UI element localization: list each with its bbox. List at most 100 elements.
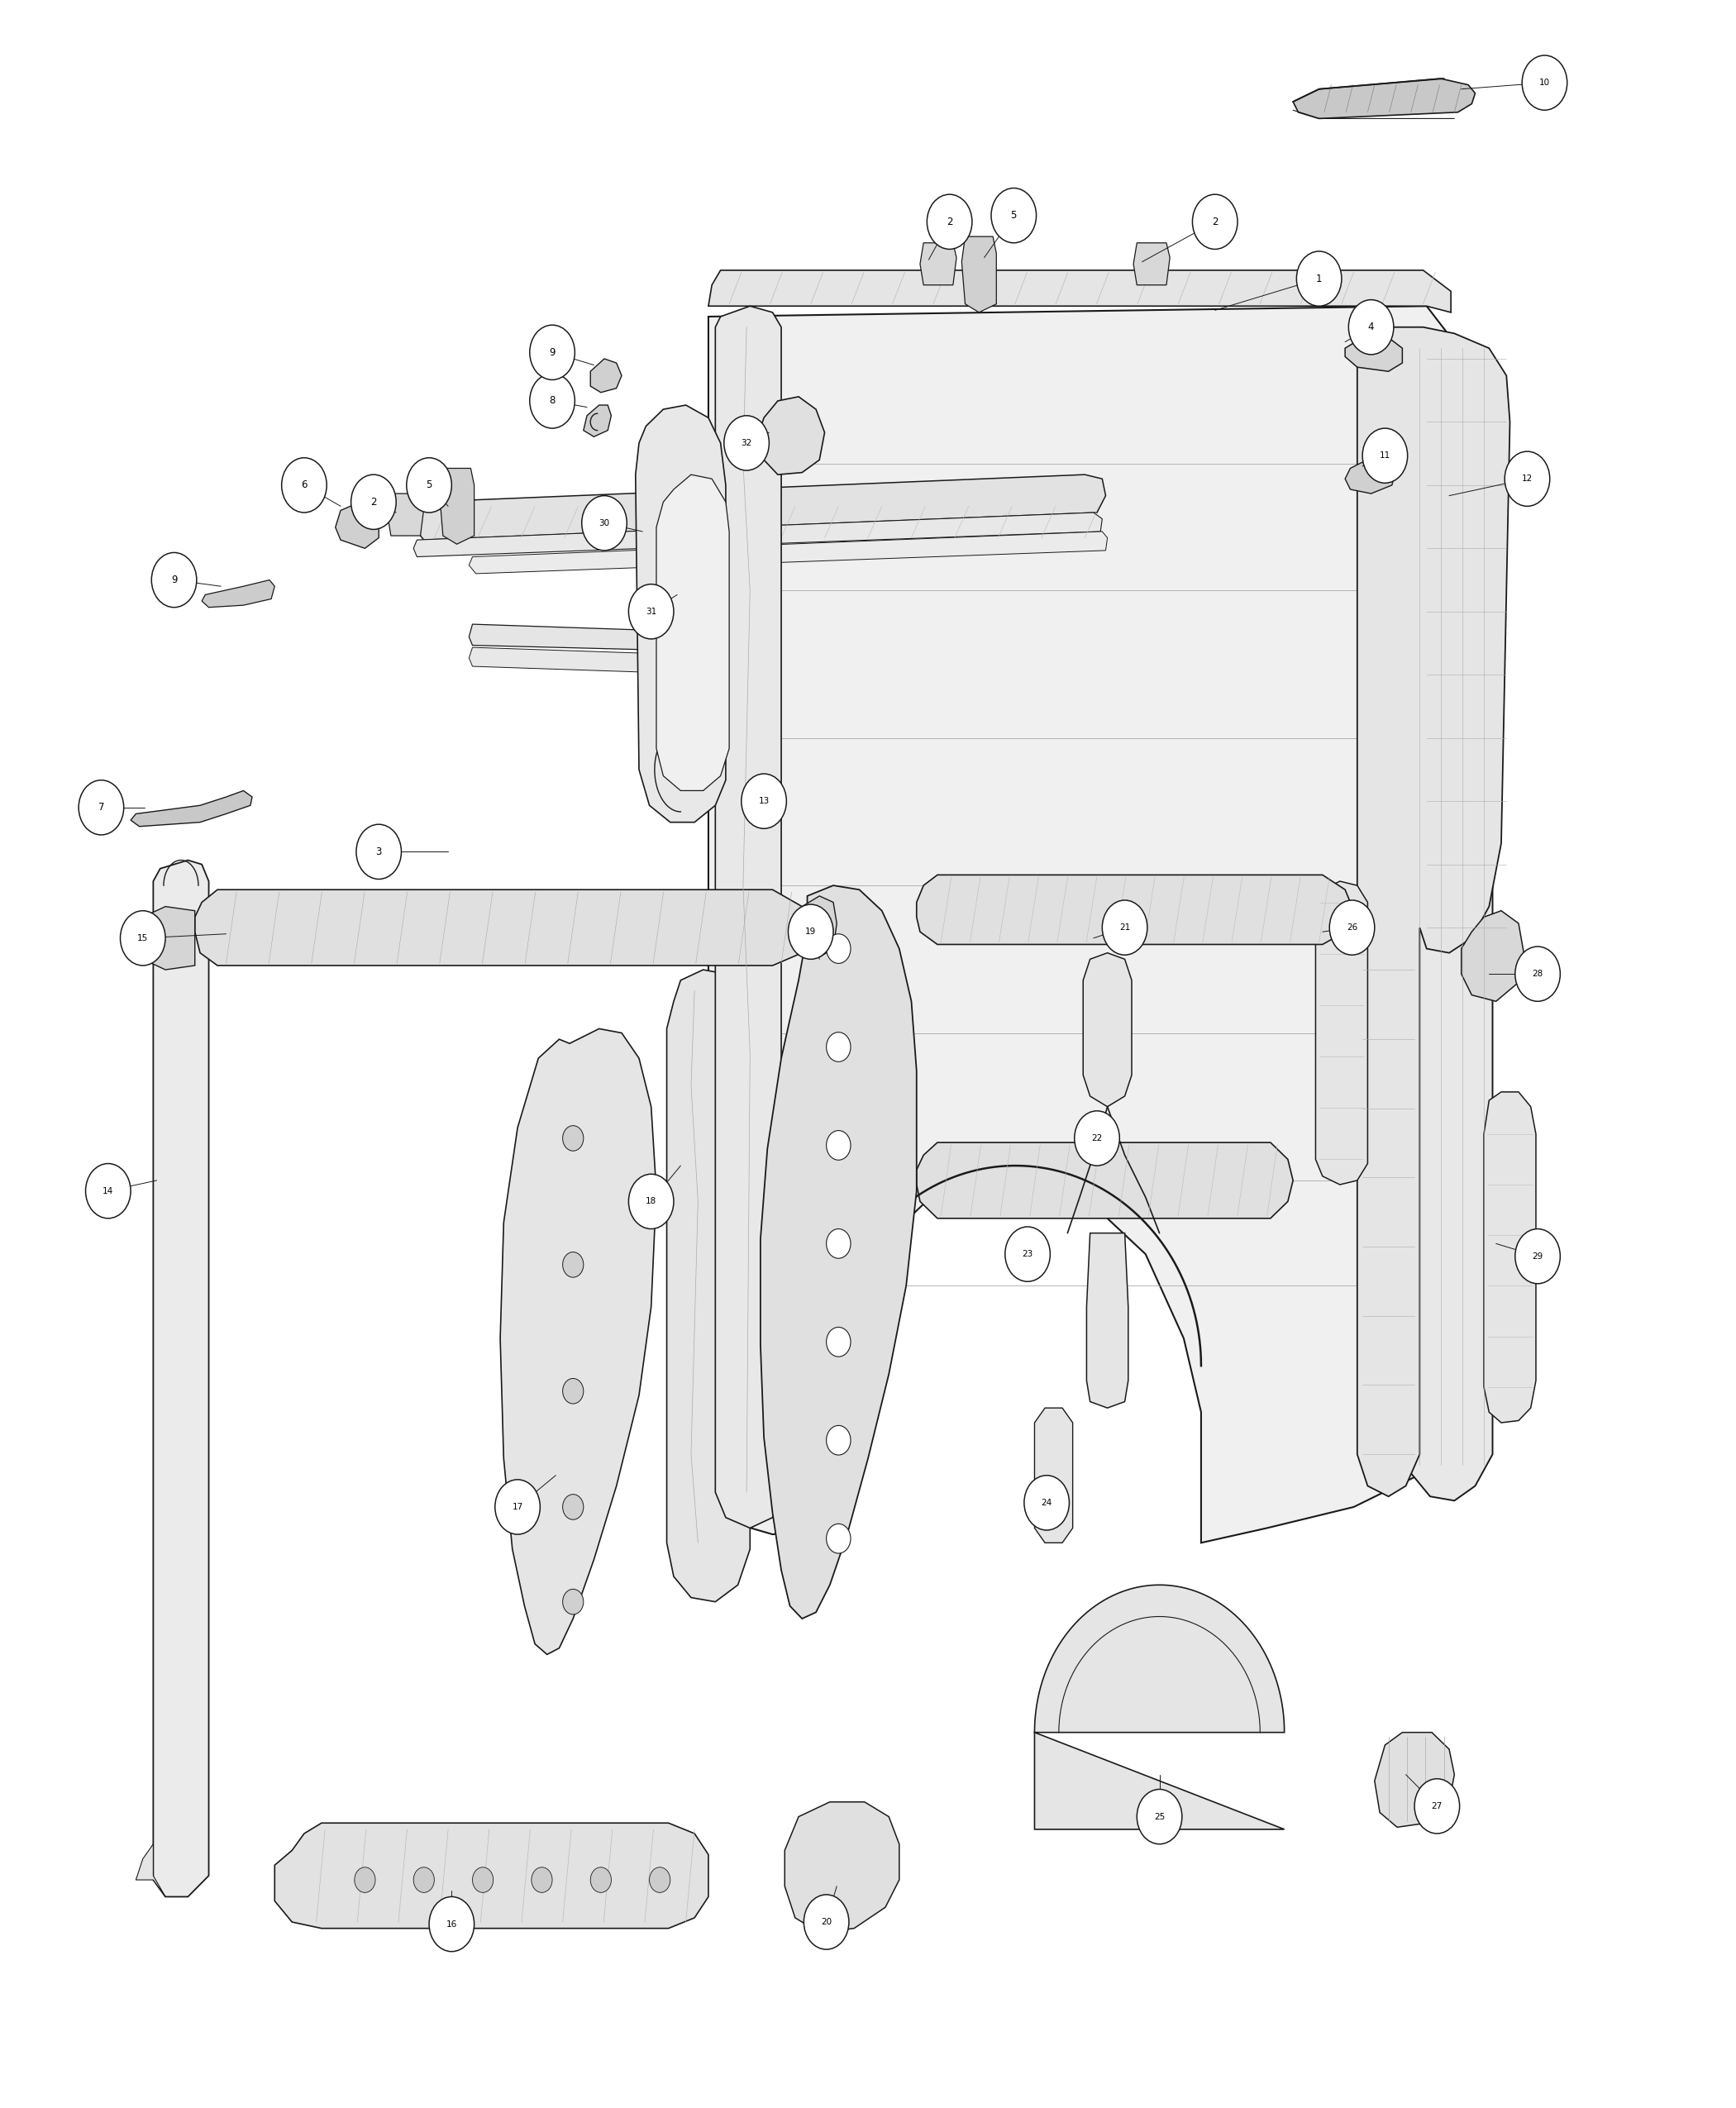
Polygon shape bbox=[583, 405, 611, 436]
Text: 23: 23 bbox=[1023, 1250, 1033, 1258]
Polygon shape bbox=[802, 896, 837, 957]
Polygon shape bbox=[757, 396, 825, 474]
Polygon shape bbox=[1484, 1092, 1536, 1423]
Text: 16: 16 bbox=[446, 1920, 457, 1929]
Text: 11: 11 bbox=[1380, 451, 1391, 460]
Circle shape bbox=[562, 1379, 583, 1404]
Circle shape bbox=[1516, 1229, 1561, 1284]
Polygon shape bbox=[469, 647, 726, 675]
Polygon shape bbox=[920, 242, 957, 285]
Text: 31: 31 bbox=[646, 607, 656, 616]
Polygon shape bbox=[1375, 1733, 1455, 1828]
Circle shape bbox=[649, 1868, 670, 1893]
Polygon shape bbox=[667, 970, 750, 1602]
Circle shape bbox=[529, 325, 575, 379]
Text: 14: 14 bbox=[102, 1187, 113, 1195]
Text: 13: 13 bbox=[759, 797, 769, 805]
Circle shape bbox=[1297, 251, 1342, 306]
Polygon shape bbox=[194, 890, 812, 965]
Circle shape bbox=[429, 1897, 474, 1952]
Text: 5: 5 bbox=[1010, 211, 1017, 221]
Circle shape bbox=[826, 1130, 851, 1159]
Text: 9: 9 bbox=[549, 348, 556, 358]
Text: 12: 12 bbox=[1522, 474, 1533, 483]
Polygon shape bbox=[439, 468, 474, 544]
Text: 29: 29 bbox=[1533, 1252, 1543, 1261]
Polygon shape bbox=[1083, 953, 1132, 1107]
Circle shape bbox=[991, 188, 1036, 242]
Text: 8: 8 bbox=[549, 396, 556, 407]
Text: 17: 17 bbox=[512, 1503, 523, 1511]
Polygon shape bbox=[708, 270, 1451, 312]
Circle shape bbox=[582, 495, 627, 550]
Text: 7: 7 bbox=[99, 803, 104, 814]
Polygon shape bbox=[1035, 1408, 1073, 1543]
Polygon shape bbox=[917, 1143, 1293, 1218]
Circle shape bbox=[1516, 946, 1561, 1001]
Polygon shape bbox=[153, 860, 208, 1897]
Circle shape bbox=[1415, 1779, 1460, 1834]
Circle shape bbox=[562, 1495, 583, 1520]
Polygon shape bbox=[1345, 337, 1403, 371]
Text: 24: 24 bbox=[1042, 1499, 1052, 1507]
Circle shape bbox=[562, 1126, 583, 1151]
Text: 19: 19 bbox=[806, 928, 816, 936]
Circle shape bbox=[826, 1328, 851, 1358]
Polygon shape bbox=[1087, 1233, 1128, 1408]
Text: 2: 2 bbox=[370, 497, 377, 508]
Circle shape bbox=[1505, 451, 1550, 506]
Circle shape bbox=[406, 457, 451, 512]
Text: 15: 15 bbox=[137, 934, 148, 942]
Text: 20: 20 bbox=[821, 1918, 832, 1927]
Polygon shape bbox=[335, 500, 378, 548]
Circle shape bbox=[628, 584, 674, 639]
Text: 9: 9 bbox=[170, 575, 177, 586]
Circle shape bbox=[804, 1895, 849, 1950]
Polygon shape bbox=[130, 906, 194, 970]
Circle shape bbox=[826, 1524, 851, 1554]
Text: 6: 6 bbox=[300, 481, 307, 491]
Circle shape bbox=[826, 1425, 851, 1455]
Text: 18: 18 bbox=[646, 1197, 656, 1206]
Text: 32: 32 bbox=[741, 438, 752, 447]
Circle shape bbox=[472, 1868, 493, 1893]
Circle shape bbox=[927, 194, 972, 249]
Circle shape bbox=[562, 1252, 583, 1277]
Text: 2: 2 bbox=[946, 217, 953, 228]
Circle shape bbox=[85, 1164, 130, 1218]
Circle shape bbox=[354, 1868, 375, 1893]
Polygon shape bbox=[135, 1844, 165, 1897]
Text: 4: 4 bbox=[1368, 323, 1375, 333]
Text: 5: 5 bbox=[425, 481, 432, 491]
Circle shape bbox=[120, 911, 165, 965]
Circle shape bbox=[826, 1229, 851, 1258]
Polygon shape bbox=[500, 1029, 656, 1655]
Text: 22: 22 bbox=[1092, 1134, 1102, 1143]
Text: 28: 28 bbox=[1533, 970, 1543, 978]
Circle shape bbox=[529, 373, 575, 428]
Polygon shape bbox=[1462, 911, 1524, 1001]
Circle shape bbox=[1363, 428, 1408, 483]
Polygon shape bbox=[469, 531, 1108, 573]
Circle shape bbox=[356, 824, 401, 879]
Polygon shape bbox=[656, 474, 729, 790]
Circle shape bbox=[281, 457, 326, 512]
Circle shape bbox=[826, 934, 851, 963]
Polygon shape bbox=[760, 885, 917, 1619]
Polygon shape bbox=[1358, 327, 1510, 1497]
Circle shape bbox=[590, 1868, 611, 1893]
Polygon shape bbox=[413, 474, 1106, 540]
Polygon shape bbox=[1410, 333, 1493, 1501]
Circle shape bbox=[741, 774, 786, 828]
Circle shape bbox=[1024, 1476, 1069, 1530]
Polygon shape bbox=[413, 512, 1102, 557]
Text: 27: 27 bbox=[1432, 1802, 1443, 1811]
Polygon shape bbox=[130, 790, 252, 826]
Circle shape bbox=[628, 1174, 674, 1229]
Circle shape bbox=[1137, 1790, 1182, 1844]
Circle shape bbox=[78, 780, 123, 835]
Polygon shape bbox=[1316, 881, 1368, 1185]
Circle shape bbox=[1349, 299, 1394, 354]
Polygon shape bbox=[1345, 457, 1396, 493]
Polygon shape bbox=[1293, 78, 1476, 118]
